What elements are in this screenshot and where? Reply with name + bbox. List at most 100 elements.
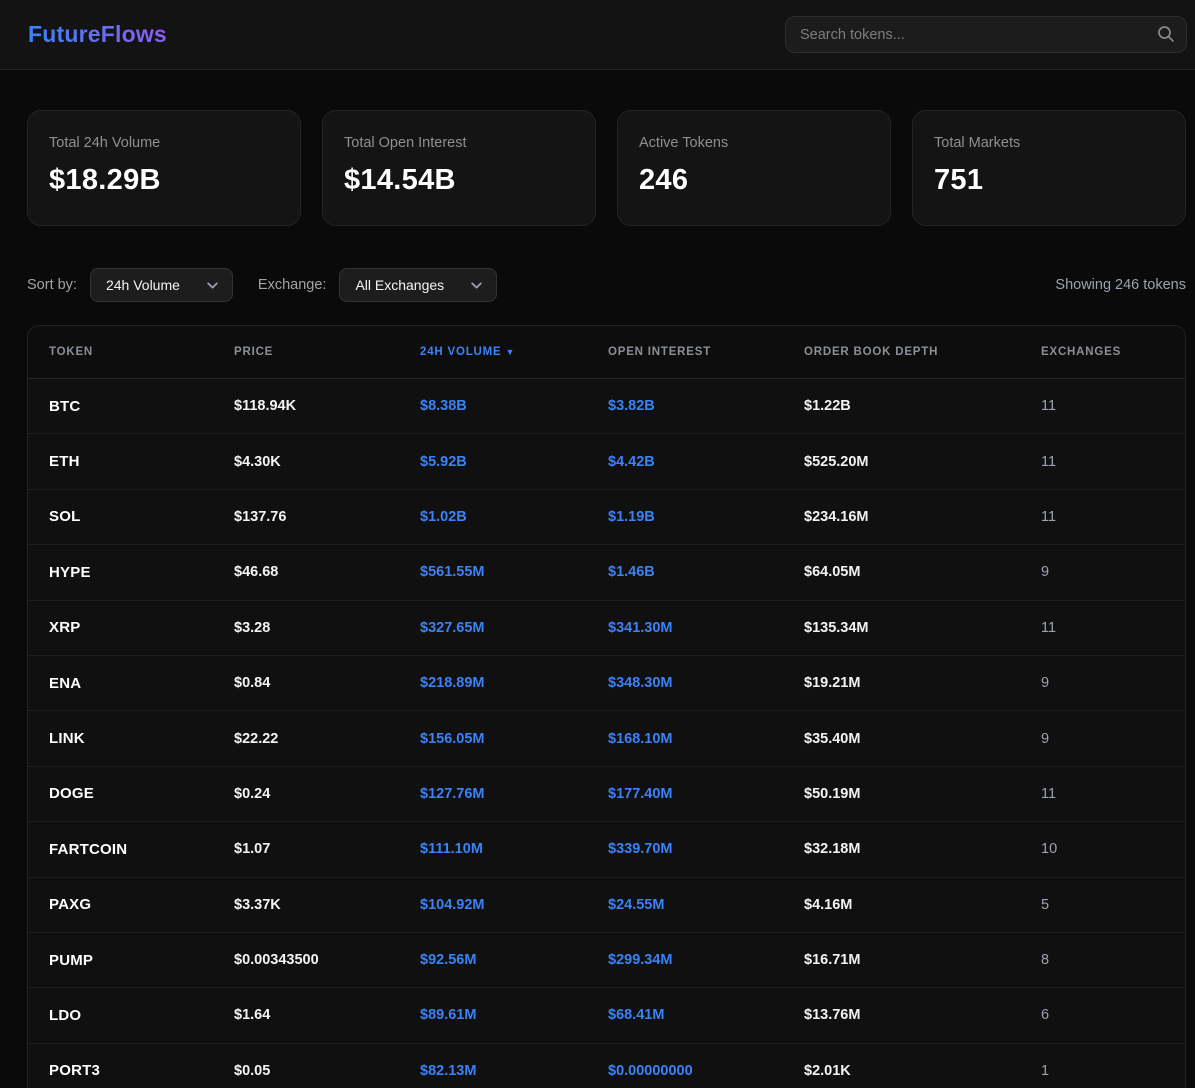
table-row[interactable]: PAXG $3.37K $104.92M $24.55M $4.16M 5 [28, 878, 1185, 933]
token-symbol: HYPE [49, 563, 91, 581]
token-price: $0.84 [234, 675, 271, 692]
token-symbol: SOL [49, 508, 81, 526]
table-row[interactable]: LDO $1.64 $89.61M $68.41M $13.76M 6 [28, 988, 1185, 1044]
token-open-interest: $299.34M [608, 952, 673, 969]
token-exchange-count: 1 [1041, 1062, 1050, 1079]
token-order-book-depth: $32.18M [804, 841, 861, 858]
stat-card-active-tokens: Active Tokens 246 [617, 110, 891, 226]
token-open-interest: $4.42B [608, 453, 655, 470]
column-header-order-book-depth[interactable]: Order Book Depth [804, 346, 939, 358]
token-24h-volume: $1.02B [420, 508, 467, 525]
token-order-book-depth: $16.71M [804, 952, 861, 969]
table-row[interactable]: PUMP $0.00343500 $92.56M $299.34M $16.71… [28, 933, 1185, 989]
chevron-down-icon [207, 282, 218, 289]
token-exchange-count: 8 [1041, 952, 1050, 969]
token-open-interest: $3.82B [608, 398, 655, 415]
token-symbol: ENA [49, 674, 82, 692]
table-row[interactable]: XRP $3.28 $327.65M $341.30M $135.34M 11 [28, 601, 1185, 656]
token-price: $46.68 [234, 564, 279, 581]
table-row[interactable]: BTC $118.94K $8.38B $3.82B $1.22B 11 [28, 379, 1185, 435]
token-24h-volume: $8.38B [420, 398, 467, 415]
token-symbol: LINK [49, 730, 85, 748]
sort-descending-icon: ▼ [505, 347, 516, 357]
token-exchange-count: 9 [1041, 564, 1050, 581]
token-exchange-count: 10 [1041, 841, 1058, 858]
table-row[interactable]: LINK $22.22 $156.05M $168.10M $35.40M 9 [28, 711, 1185, 767]
column-header-token[interactable]: Token [49, 346, 94, 358]
sort-dropdown-value: 24h Volume [105, 277, 180, 293]
token-price: $3.28 [234, 619, 271, 636]
token-order-book-depth: $2.01K [804, 1062, 851, 1079]
search-container [785, 16, 1187, 53]
token-symbol: PUMP [49, 951, 94, 969]
exchange-dropdown[interactable]: All Exchanges [339, 268, 498, 302]
token-exchange-count: 9 [1041, 730, 1050, 747]
token-exchange-count: 5 [1041, 896, 1050, 913]
column-header-exchanges[interactable]: Exchanges [1041, 346, 1122, 358]
table-row[interactable]: HYPE $46.68 $561.55M $1.46B $64.05M 9 [28, 545, 1185, 601]
token-24h-volume: $104.92M [420, 896, 485, 913]
token-exchange-count: 11 [1041, 785, 1057, 802]
table-row[interactable]: SOL $137.76 $1.02B $1.19B $234.16M 11 [28, 490, 1185, 546]
column-header-24h-volume[interactable]: 24h Volume ▼ [420, 346, 608, 358]
token-24h-volume: $561.55M [420, 564, 485, 581]
token-price: $22.22 [234, 730, 279, 747]
main-content: Total 24h Volume $18.29B Total Open Inte… [27, 110, 1186, 1088]
showing-tokens-count: Showing 246 tokens [1055, 277, 1186, 293]
token-order-book-depth: $4.16M [804, 896, 853, 913]
stat-value: 246 [639, 164, 689, 196]
token-order-book-depth: $35.40M [804, 730, 861, 747]
token-symbol: ETH [49, 453, 80, 471]
token-price: $118.94K [234, 398, 297, 415]
stats-row: Total 24h Volume $18.29B Total Open Inte… [27, 110, 1186, 226]
search-input[interactable] [785, 16, 1187, 53]
table-row[interactable]: PORT3 $0.05 $82.13M $0.00000000 $2.01K 1 [28, 1044, 1185, 1088]
table-row[interactable]: ETH $4.30K $5.92B $4.42B $525.20M 11 [28, 434, 1185, 490]
table-row[interactable]: FARTCOIN $1.07 $111.10M $339.70M $32.18M… [28, 822, 1185, 878]
token-price: $0.24 [234, 785, 271, 802]
stat-label: Active Tokens [639, 135, 729, 151]
token-symbol: LDO [49, 1006, 82, 1024]
table-header-row: Token Price 24h Volume ▼ Open Interest Or… [28, 326, 1185, 379]
top-bar: FutureFlows [0, 0, 1195, 70]
sort-by-label: Sort by: [27, 277, 77, 293]
tokens-table: Token Price 24h Volume ▼ Open Interest Or… [27, 325, 1186, 1088]
token-order-book-depth: $1.22B [804, 398, 851, 415]
stat-label: Total Markets [934, 135, 1021, 151]
token-24h-volume: $218.89M [420, 675, 485, 692]
token-exchange-count: 9 [1041, 675, 1050, 692]
token-price: $4.30K [234, 453, 281, 470]
stat-value: $14.54B [344, 164, 456, 196]
token-exchange-count: 11 [1041, 619, 1057, 636]
token-price: $137.76 [234, 508, 287, 525]
chevron-down-icon [471, 282, 482, 289]
token-open-interest: $177.40M [608, 785, 673, 802]
token-order-book-depth: $19.21M [804, 675, 861, 692]
sort-dropdown[interactable]: 24h Volume [89, 268, 233, 302]
token-price: $0.05 [234, 1062, 271, 1079]
token-open-interest: $339.70M [608, 841, 673, 858]
token-open-interest: $168.10M [608, 730, 673, 747]
token-symbol: XRP [49, 619, 81, 637]
exchange-label: Exchange: [257, 277, 327, 293]
stat-card-open-interest: Total Open Interest $14.54B [322, 110, 596, 226]
token-open-interest: $0.00000000 [608, 1062, 693, 1079]
stat-value: $18.29B [49, 164, 161, 196]
token-exchange-count: 6 [1041, 1007, 1050, 1024]
column-header-price[interactable]: Price [234, 346, 274, 358]
app-logo[interactable]: FutureFlows [28, 21, 167, 47]
table-body: BTC $118.94K $8.38B $3.82B $1.22B 11 ETH… [28, 379, 1185, 1088]
column-header-open-interest[interactable]: Open Interest [608, 346, 712, 358]
exchange-dropdown-value: All Exchanges [355, 277, 445, 293]
stat-label: Total Open Interest [344, 135, 467, 151]
token-order-book-depth: $234.16M [804, 508, 869, 525]
table-row[interactable]: DOGE $0.24 $127.76M $177.40M $50.19M 11 [28, 767, 1185, 823]
token-24h-volume: $89.61M [420, 1007, 477, 1024]
token-symbol: PAXG [49, 896, 92, 914]
token-exchange-count: 11 [1041, 398, 1057, 415]
table-row[interactable]: ENA $0.84 $218.89M $348.30M $19.21M 9 [28, 656, 1185, 712]
token-24h-volume: $82.13M [420, 1062, 477, 1079]
token-price: $0.00343500 [234, 952, 319, 969]
column-header-label: 24h Volume [420, 346, 502, 358]
token-24h-volume: $5.92B [420, 453, 467, 470]
